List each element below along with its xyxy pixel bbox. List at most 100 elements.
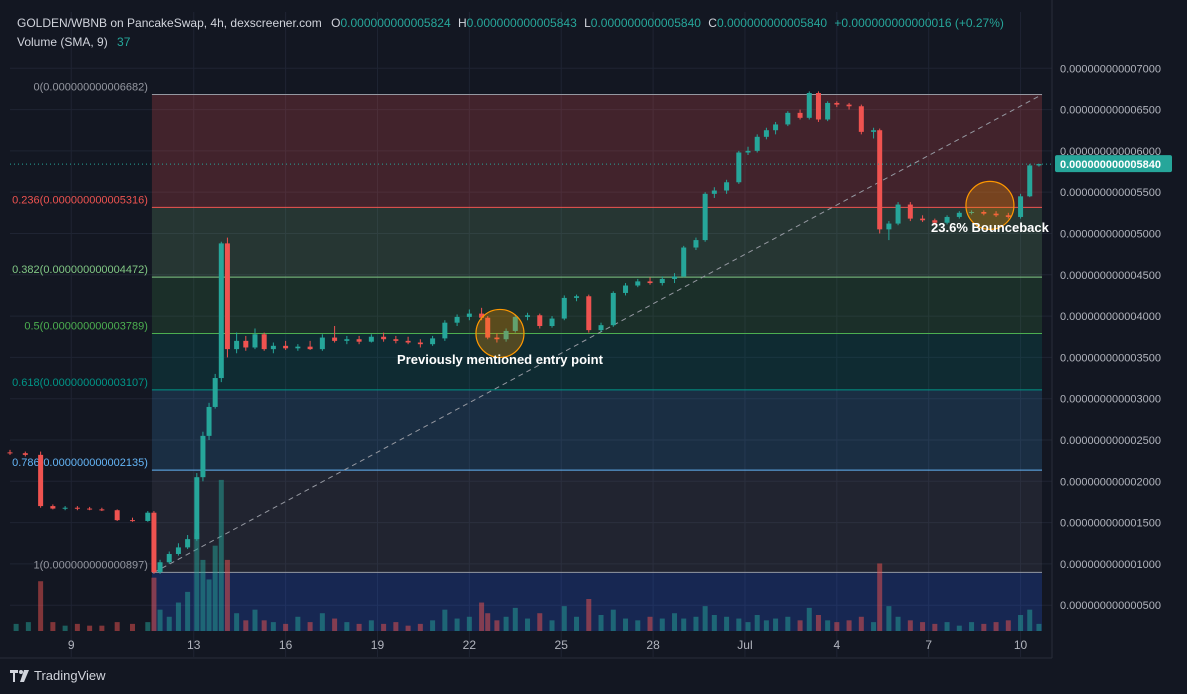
price-tick-label: 0.000000000007000 xyxy=(1060,63,1161,75)
volume-bar xyxy=(886,606,892,631)
volume-bar xyxy=(512,607,518,631)
candle-body xyxy=(815,93,821,120)
candle-body xyxy=(647,281,653,284)
time-tick-label: 19 xyxy=(371,638,385,652)
open-value: 0.000000000005824 xyxy=(340,16,451,30)
candle-body xyxy=(381,336,387,340)
fib-level-label: 0.5(0.000000000003789) xyxy=(24,321,148,333)
volume-bar xyxy=(212,545,218,631)
candle-body xyxy=(206,406,212,436)
volume-bar xyxy=(895,616,901,631)
volume-bar xyxy=(598,615,604,631)
candle-body xyxy=(175,547,181,554)
candle-body xyxy=(635,281,641,286)
volume-bar xyxy=(693,616,699,631)
candle-body xyxy=(886,223,892,230)
volume-bar xyxy=(494,620,500,631)
candle-body xyxy=(834,102,840,105)
volume-bar xyxy=(871,622,877,631)
volume-bar xyxy=(549,620,555,631)
candle-body xyxy=(243,340,249,348)
volume-bar xyxy=(307,622,313,631)
time-tick-label: 13 xyxy=(187,638,201,652)
time-tick-label: 4 xyxy=(833,638,840,652)
volume-bar xyxy=(858,616,864,631)
candle-body xyxy=(969,212,975,213)
candle-body xyxy=(773,124,779,131)
candle-body xyxy=(659,278,665,284)
candle-body xyxy=(74,507,80,509)
candle-body xyxy=(944,216,950,223)
candle-body xyxy=(405,340,411,343)
candle-body xyxy=(212,378,218,407)
volume-bar xyxy=(200,559,206,631)
price-tick-label: 0.000000000004500 xyxy=(1060,270,1161,282)
volume-bar xyxy=(1036,623,1042,631)
candle-body xyxy=(368,336,374,342)
candle-body xyxy=(7,452,13,454)
candle-body xyxy=(185,539,191,548)
candle-body xyxy=(877,130,883,230)
time-tick-label: 22 xyxy=(463,638,477,652)
volume-bar xyxy=(574,616,580,631)
candle-body xyxy=(393,339,399,341)
volume-bar xyxy=(405,625,411,631)
candle-body xyxy=(736,152,742,183)
volume-bar xyxy=(74,623,80,631)
volume-bar xyxy=(745,622,751,631)
candle-body xyxy=(1027,165,1033,197)
candle-body xyxy=(430,338,436,345)
volume-bar xyxy=(224,559,230,631)
time-tick-label: 16 xyxy=(279,638,293,652)
volume-bar xyxy=(932,623,938,631)
candle-body xyxy=(693,240,699,248)
candle-body xyxy=(200,435,206,478)
price-axis[interactable]: 0.000000000007000 0.000000000006500 0.0000… xyxy=(1051,0,1187,694)
candle-body xyxy=(151,512,157,573)
volume-bar xyxy=(62,625,68,631)
volume-bar xyxy=(368,620,374,631)
open-label: O xyxy=(331,16,341,30)
candle-body xyxy=(485,317,491,338)
price-tick-label: 0.000000000003500 xyxy=(1060,352,1161,364)
fib-band xyxy=(151,333,1043,390)
candle-body xyxy=(549,318,555,326)
tradingview-logo-icon xyxy=(10,669,29,682)
candle-body xyxy=(99,509,105,511)
candle-body xyxy=(871,130,877,132)
price-tick-label: 0.000000000002000 xyxy=(1060,476,1161,488)
trend-line[interactable] xyxy=(153,94,1043,573)
highlight-circle xyxy=(475,308,525,359)
candle-body xyxy=(283,345,289,349)
candle-body xyxy=(797,112,803,118)
volume-bar xyxy=(877,563,883,631)
candle-body xyxy=(681,247,687,277)
price-tick-label: 0.000000000001000 xyxy=(1060,559,1161,571)
candle-body xyxy=(87,508,93,510)
candle-body xyxy=(724,182,730,191)
volume-bars xyxy=(13,479,1042,631)
price-axis-background xyxy=(1052,0,1187,694)
trend-line-segment xyxy=(153,94,1043,573)
time-axis[interactable]: 9 13 16 19 22 25 28 Jul 4 7 10 xyxy=(0,638,1187,694)
tradingview-logo[interactable]: TradingView xyxy=(10,668,106,683)
candle-body xyxy=(806,93,812,118)
volume-bar xyxy=(25,622,31,631)
volume-bar xyxy=(1018,615,1024,631)
candle-body xyxy=(745,150,751,153)
fib-level-label: 0.382(0.000000000004472) xyxy=(12,264,148,276)
volume-bar xyxy=(145,622,151,631)
volume-bar xyxy=(151,577,157,631)
volume-bar xyxy=(825,620,831,631)
candle-body xyxy=(702,193,708,241)
candle-body xyxy=(503,330,509,340)
price-tick-label: 0.000000000005500 xyxy=(1060,187,1161,199)
close-label: C xyxy=(708,16,717,30)
candle-body xyxy=(38,454,44,507)
candle-body xyxy=(157,562,163,573)
volume-bar xyxy=(920,622,926,631)
candle-body xyxy=(218,243,224,379)
volume-bar xyxy=(270,622,276,631)
annotation-layer[interactable]: Previously mentioned entry point 23.6% Bo… xyxy=(10,163,1052,367)
